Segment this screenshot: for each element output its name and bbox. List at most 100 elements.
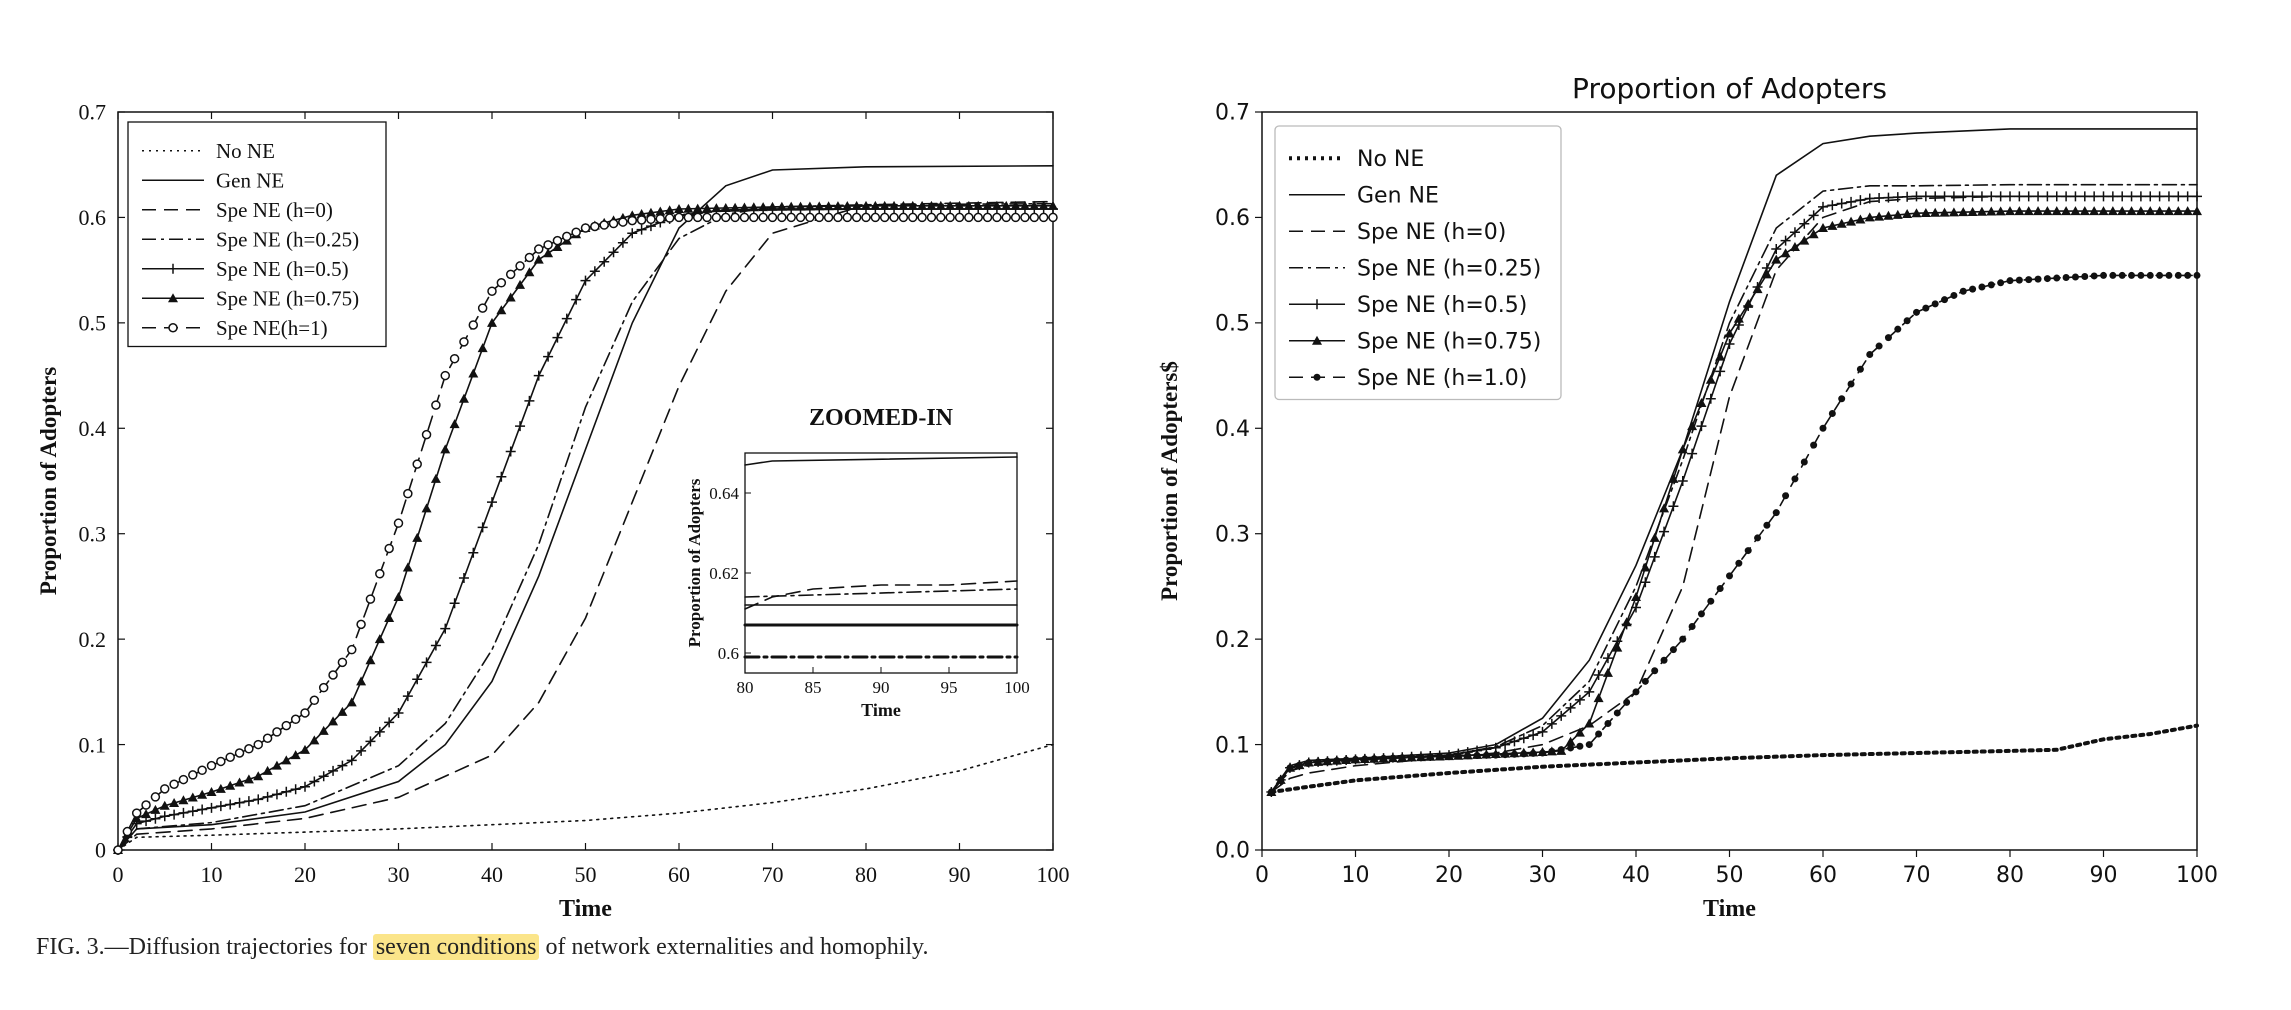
series-marker-4 (1780, 235, 1791, 246)
series-marker-6 (1660, 656, 1668, 664)
series-marker-6 (664, 213, 675, 223)
series-marker-6 (936, 212, 946, 223)
series-marker-6 (1426, 753, 1434, 761)
series-marker-6 (1688, 622, 1696, 630)
series-marker-5 (402, 562, 413, 572)
series-marker-5 (496, 305, 507, 315)
series-marker-4 (1836, 198, 1847, 209)
series-marker-6 (1539, 749, 1546, 757)
series-marker-6 (206, 760, 217, 771)
zoomed-inset-chart: ZOOMED-IN 80 85 90 95 100 0.6 0.62 0.64 Time Propo… (685, 405, 1030, 720)
series-marker-6 (375, 569, 385, 579)
series-marker-6 (534, 244, 544, 254)
series-marker-4 (234, 797, 245, 808)
series-marker-5 (468, 368, 479, 378)
series-marker-4 (2135, 191, 2146, 202)
series-marker-4 (169, 809, 180, 820)
series-marker-6 (1969, 285, 1977, 293)
series-marker-4 (430, 640, 441, 651)
series-marker-5 (945, 200, 956, 210)
series-marker-5 (2051, 206, 2062, 216)
series-marker-6 (1370, 755, 1378, 763)
series-marker-6 (2034, 275, 2042, 283)
series-marker-4 (1818, 201, 1828, 212)
series-marker-6 (982, 212, 993, 223)
series-marker-4 (2051, 191, 2062, 202)
series-marker-5 (823, 201, 834, 211)
series-marker-6 (954, 212, 965, 223)
inset-x-tick-label: 80 (737, 678, 754, 697)
series-marker-6 (1744, 547, 1752, 555)
series-marker-5 (253, 771, 264, 781)
series-marker-5 (552, 241, 563, 251)
series-marker-6 (131, 808, 142, 818)
series-marker-5 (963, 200, 974, 210)
series-marker-6 (1361, 755, 1369, 763)
series-marker-6 (1501, 751, 1509, 759)
series-marker-6 (2015, 276, 2023, 284)
series-marker-4 (2192, 191, 2202, 202)
series-marker-5 (365, 655, 376, 665)
series-marker-4 (346, 755, 357, 766)
series-marker-6 (412, 459, 422, 469)
series-marker-4 (552, 332, 563, 343)
series-marker-6 (870, 212, 881, 223)
series-marker-6 (1352, 755, 1359, 763)
series-marker-4 (1846, 196, 1857, 207)
caption-highlight: seven conditions (372, 934, 540, 960)
series-marker-5 (440, 444, 451, 454)
series-marker-6 (992, 212, 1002, 223)
series-marker-6 (842, 212, 853, 223)
series-marker-5 (1995, 206, 2006, 216)
series-marker-6 (655, 213, 666, 224)
legend-box (1274, 125, 1562, 401)
series-marker-5 (1565, 736, 1576, 746)
y-tick-label: 0 (95, 838, 106, 863)
legend-label-4: Spe NE (h=0.5) (216, 257, 349, 281)
series-marker-5 (187, 792, 198, 802)
series-marker-4 (477, 522, 488, 533)
series-marker-5 (1789, 241, 1800, 251)
series-marker-6 (1782, 492, 1790, 500)
series-marker-6 (141, 800, 151, 810)
x-tick-label: 70 (1903, 863, 1931, 888)
series-marker-4 (1827, 200, 1838, 211)
series-marker-4 (561, 313, 572, 324)
series-marker-6 (1613, 709, 1621, 717)
series-marker-6 (1772, 509, 1780, 517)
series-marker-6 (262, 733, 273, 743)
series-marker-6 (945, 212, 955, 223)
legend-label-1: Gen NE (1357, 183, 1439, 208)
series-marker-6 (487, 286, 497, 296)
series-marker-6 (562, 231, 572, 242)
series-marker-4 (1528, 730, 1539, 741)
series-marker-5 (1621, 617, 1632, 627)
series-marker-4 (1593, 669, 1604, 680)
series-marker-4 (150, 813, 161, 824)
series-marker-6 (356, 619, 366, 630)
series-marker-5 (1920, 208, 1931, 218)
series-marker-4 (1509, 736, 1520, 747)
y-tick-label: 0.0 (1215, 839, 1250, 864)
series-marker-5 (384, 613, 395, 623)
series-marker-6 (758, 212, 768, 223)
series-marker-6 (2053, 274, 2061, 282)
series-marker-4 (571, 294, 582, 305)
series-marker-4 (515, 421, 526, 432)
series-marker-6 (1856, 365, 1864, 373)
series-marker-5 (2107, 206, 2118, 216)
series-marker-4 (2126, 191, 2137, 202)
series-marker-5 (655, 206, 666, 216)
series-marker-6 (851, 212, 862, 223)
series-marker-4 (1556, 710, 1567, 721)
legend-label-1: Gen NE (216, 169, 284, 193)
y-tick-label: 0.6 (79, 205, 107, 230)
y-tick-label: 0.3 (1215, 522, 1250, 547)
series-marker-4 (1902, 191, 1913, 202)
series-marker-4 (1518, 733, 1529, 744)
series-marker-4 (1855, 195, 1866, 206)
series-marker-6 (1791, 475, 1799, 483)
series-marker-6 (1342, 756, 1350, 764)
legend-label-5: Spe NE (h=0.75) (216, 287, 359, 311)
series-marker-5 (1048, 200, 1058, 210)
